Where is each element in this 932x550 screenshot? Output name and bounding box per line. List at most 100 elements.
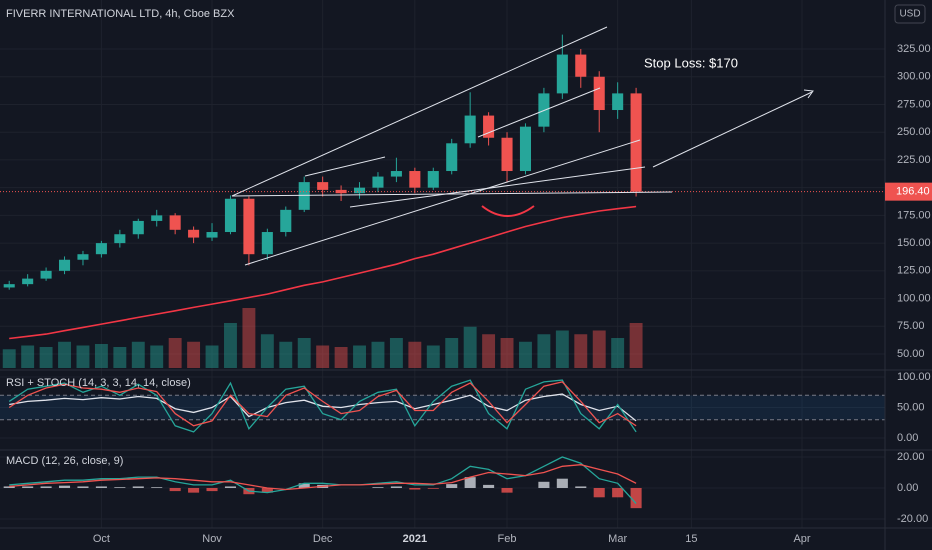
volume-bar xyxy=(39,347,53,368)
histogram-bar xyxy=(538,481,550,488)
candle-body xyxy=(519,126,531,172)
candle-body xyxy=(446,143,458,172)
volume-bar xyxy=(260,334,274,368)
y-tick-label: 0.00 xyxy=(897,432,918,444)
candle-body xyxy=(483,115,495,138)
histogram-bar xyxy=(40,486,52,488)
arrow-head xyxy=(803,89,814,99)
volume-bar xyxy=(592,330,606,368)
annotation: Stop Loss: $170 xyxy=(644,55,738,70)
candle-body xyxy=(409,171,421,188)
volume-bar xyxy=(168,338,182,368)
histogram-bar xyxy=(151,487,163,488)
candle-body xyxy=(372,176,384,188)
y-tick-label: 175.00 xyxy=(897,209,931,221)
candle-body xyxy=(206,232,218,238)
volume-bar xyxy=(334,347,348,368)
volume-bar xyxy=(389,338,403,368)
cup-curve xyxy=(481,205,535,217)
flag-top xyxy=(304,156,386,177)
volume-bar xyxy=(463,326,477,368)
channel-top xyxy=(231,26,608,197)
x-tick-label: Dec xyxy=(313,533,333,545)
last-price-label: 196.40 xyxy=(896,186,930,198)
volume-bar xyxy=(482,334,496,368)
y-tick-label: 125.00 xyxy=(897,265,931,277)
histogram-bar xyxy=(446,484,458,488)
histogram-bar xyxy=(483,484,495,488)
candle-body xyxy=(317,182,329,190)
currency-label: USD xyxy=(899,9,920,20)
trend-lines xyxy=(231,26,814,266)
candle-body xyxy=(77,254,89,260)
histogram-bar xyxy=(95,486,107,488)
y-tick-label: 325.00 xyxy=(897,43,931,55)
histogram-bar xyxy=(556,478,568,488)
volume-bar xyxy=(297,338,311,368)
histogram-bar xyxy=(132,486,144,488)
x-tick-label: Nov xyxy=(202,533,222,545)
volume-bar xyxy=(205,345,219,368)
y-tick-label: 275.00 xyxy=(897,98,931,110)
volume-bar xyxy=(500,338,514,368)
macd-title: MACD (12, 26, close, 9) xyxy=(6,455,123,467)
candle-body xyxy=(114,234,126,244)
candle-body xyxy=(298,182,310,210)
volume-bar xyxy=(76,345,90,368)
volume-bar xyxy=(224,323,237,368)
x-tick-label: Mar xyxy=(608,533,627,545)
candle-body xyxy=(593,76,605,111)
flag2-top xyxy=(477,87,601,138)
candle-body xyxy=(3,284,15,288)
channel-bottom xyxy=(244,139,641,266)
volume-bar xyxy=(426,345,440,368)
volume-bar xyxy=(611,338,625,368)
volume-bar xyxy=(371,341,385,368)
volume-bar xyxy=(21,345,35,368)
candle-body xyxy=(427,171,439,188)
indicator-line xyxy=(9,464,637,491)
candle-body xyxy=(390,171,402,177)
histogram-bar xyxy=(464,477,476,488)
volume-bar xyxy=(131,341,145,368)
histogram-bar xyxy=(612,487,624,498)
histogram-bar xyxy=(575,486,587,488)
currency-box xyxy=(894,4,926,24)
histogram-bar xyxy=(188,487,200,493)
y-tick-label: 150.00 xyxy=(897,237,931,249)
volume-bar xyxy=(316,345,330,368)
indicator-line xyxy=(9,456,637,504)
volume-bar xyxy=(242,308,256,368)
candle-body xyxy=(575,54,587,77)
candle-body xyxy=(59,259,71,271)
histogram-bar xyxy=(59,485,71,488)
candle-body xyxy=(188,229,200,238)
rsi-title: RSI + STOCH (14, 3, 3, 14, 14, close) xyxy=(6,377,191,389)
volume-bar xyxy=(537,334,551,368)
volume-bar xyxy=(629,323,643,368)
histogram-bar xyxy=(501,487,513,493)
y-tick-label: 100.00 xyxy=(897,292,931,304)
candle-body xyxy=(261,232,273,255)
volume-bar xyxy=(519,341,532,368)
histogram-bar xyxy=(206,487,218,492)
x-tick-label: Oct xyxy=(93,533,110,545)
candle-body xyxy=(612,93,624,111)
histogram-bar xyxy=(114,487,126,488)
histogram-bar xyxy=(372,487,384,488)
candle-body xyxy=(224,198,236,233)
candle-body xyxy=(151,215,163,221)
y-tick-label: -20.00 xyxy=(897,513,928,525)
support-line xyxy=(231,191,673,197)
volume-bar xyxy=(353,345,366,368)
histogram-bar xyxy=(390,486,402,488)
volume-bar xyxy=(113,347,127,368)
histogram-bar xyxy=(593,487,605,498)
projection-arrow xyxy=(652,91,813,168)
volume-bar xyxy=(445,338,459,368)
candle-body xyxy=(354,187,366,194)
candle-body xyxy=(22,278,34,285)
y-tick-label: 225.00 xyxy=(897,154,931,166)
last-price-box xyxy=(885,182,932,201)
